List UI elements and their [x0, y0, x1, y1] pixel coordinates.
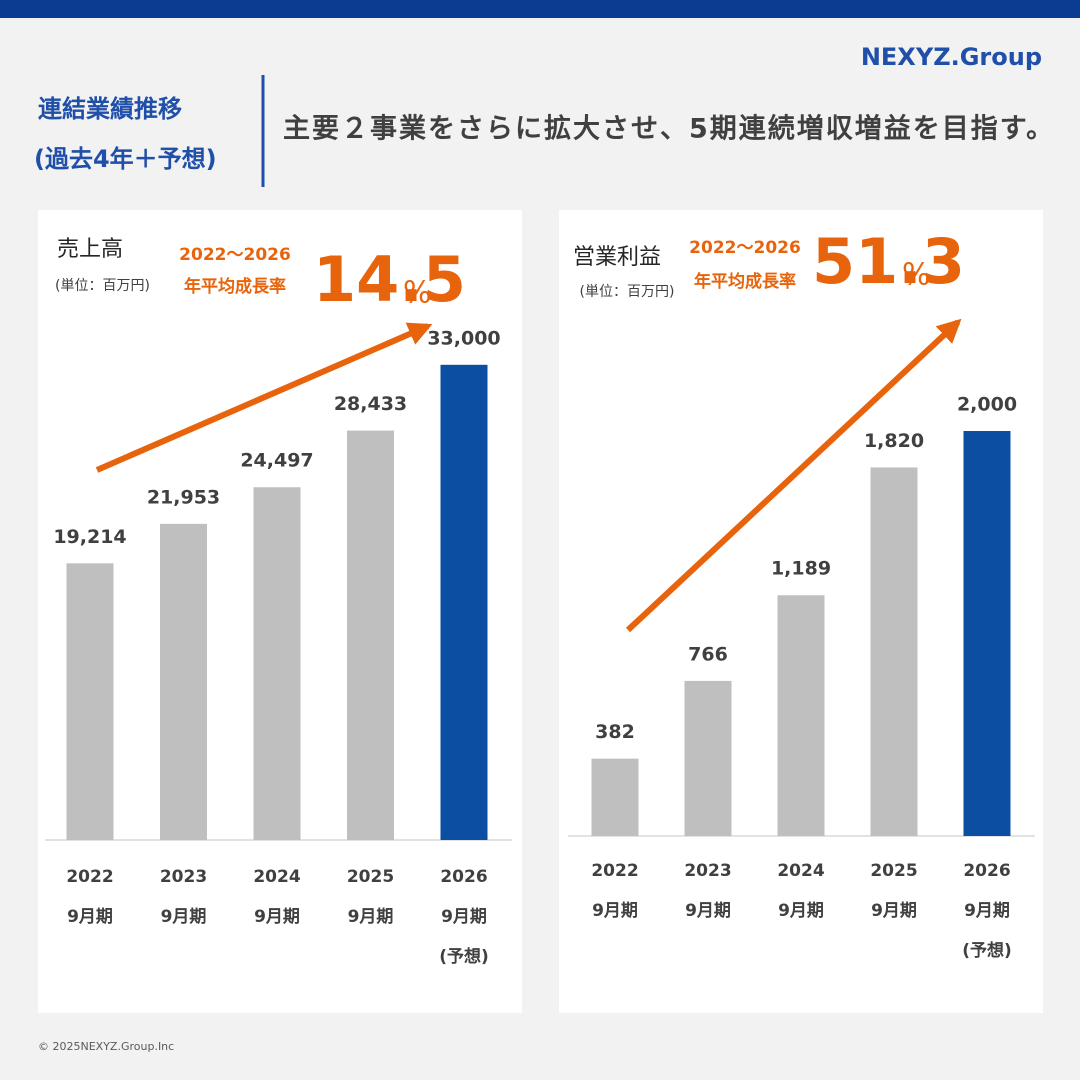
chart-subtitle: (単位：百万円)	[55, 278, 150, 294]
annotation-period: 2022〜2026	[179, 245, 291, 265]
chart-title: 営業利益	[573, 245, 661, 270]
bar	[66, 563, 114, 840]
value-label: 1,820	[864, 430, 924, 452]
copyright: © 2025NEXYZ.Group.Inc	[38, 1040, 174, 1053]
x-tick-label: 2024 9月期	[777, 861, 824, 921]
x-tick-label: 2024 9月期	[253, 867, 300, 927]
x-tick-label: 2025 9月期	[347, 867, 394, 927]
x-tick-label: 2022 9月期	[591, 861, 638, 921]
annotation-label: 年平均成長率	[694, 271, 796, 292]
chart-title: 売上高	[57, 237, 123, 262]
annotation-unit: %	[902, 258, 931, 293]
x-tick-label: 2023 9月期	[160, 867, 207, 927]
x-tick-label: 2026 9月期(予想)	[962, 861, 1012, 961]
bar	[777, 595, 825, 836]
value-label: 21,953	[147, 486, 220, 508]
headline: 主要２事業をさらに拡大させ、5期連続増収増益を目指す。	[283, 113, 1055, 145]
bar	[160, 523, 207, 840]
section-title: 連結業績推移	[38, 95, 182, 123]
top-bar	[0, 0, 1080, 18]
value-label: 766	[688, 643, 728, 665]
bar	[253, 487, 301, 840]
value-label: 382	[595, 721, 635, 743]
bar	[440, 364, 488, 840]
x-tick-label: 2023 9月期	[684, 861, 731, 921]
value-label: 2,000	[957, 394, 1017, 416]
bar	[870, 467, 918, 836]
bar	[591, 758, 639, 836]
value-label: 1,189	[771, 558, 831, 580]
annotation-unit: %	[403, 276, 432, 311]
annotation-value: 51.3	[812, 225, 965, 298]
trend-arrow	[95, 322, 433, 473]
annotation-period: 2022〜2026	[689, 238, 801, 258]
trend-arrow	[625, 318, 962, 633]
x-tick-label: 2026 9月期(予想)	[439, 867, 489, 967]
logo: NEXYZ.Group	[861, 43, 1042, 71]
bar	[347, 430, 394, 840]
value-label: 19,214	[53, 526, 126, 548]
chart-subtitle: (単位：百万円)	[580, 284, 675, 300]
value-label: 33,000	[427, 327, 500, 349]
x-tick-label: 2025 9月期	[870, 861, 917, 921]
bar	[684, 680, 732, 836]
bar	[963, 431, 1011, 836]
value-label: 24,497	[240, 450, 313, 472]
section-subtitle: (過去4年＋予想)	[34, 145, 217, 173]
annotation-label: 年平均成長率	[184, 276, 286, 297]
annotation-value: 14.5	[313, 243, 466, 316]
value-label: 28,433	[334, 393, 407, 415]
x-tick-label: 2022 9月期	[66, 867, 113, 927]
